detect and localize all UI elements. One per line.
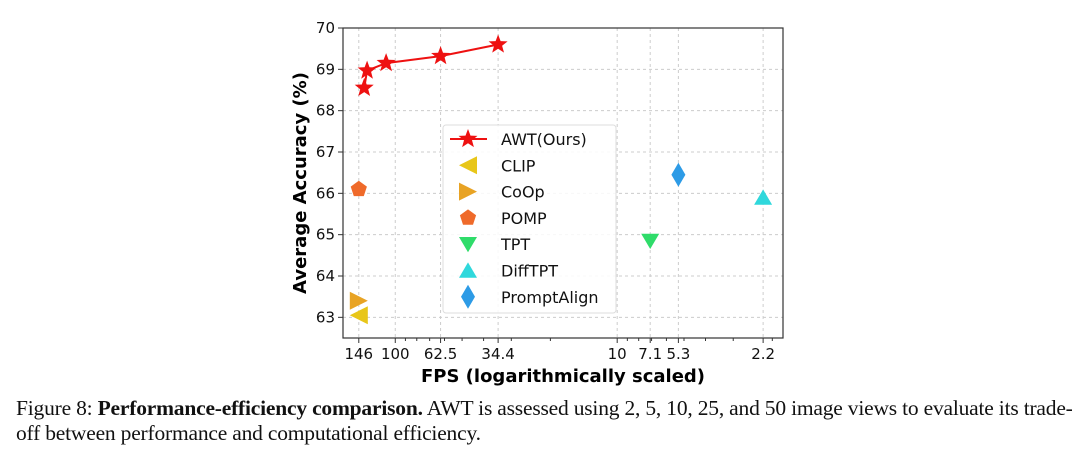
x-tick-label: 34.4 [481,345,514,363]
point-promptalign [671,162,686,187]
legend-marker-awt-ours [458,129,478,148]
legend-label-pomp: POMP [501,209,547,228]
caption-text: AWT is assessed using 2, 5, 10, 25, and … [16,396,1073,445]
y-tick-label: 63 [316,308,335,326]
point-tpt [641,233,660,249]
ticks: 146 100 62.5 34.4 10 7.1 5.3 2.2 63 64 65 66 67 68 69 7… [316,19,775,363]
x-tick-label: 100 [381,345,410,363]
point-awt-ours [376,53,396,72]
x-tick-label: 2.2 [751,345,775,363]
x-tick-label: 146 [344,345,373,363]
x-tick-label: 10 [608,345,627,363]
y-axis-label: Average Accuracy (%) [290,72,311,294]
legend-marker-promptalign [461,284,475,309]
legend-marker-difftpt [459,262,477,278]
legend-label-awt-ours: AWT(Ours) [501,130,587,149]
y-tick-label: 70 [316,19,335,37]
legend-label-tpt: TPT [500,235,530,254]
legend-marker-tpt [459,237,477,253]
legend-label-promptalign: PromptAlign [501,288,599,307]
caption-title: Performance-efficiency comparison. [97,396,423,420]
legend-marker-coop [459,182,477,201]
point-awt-ours [488,34,508,53]
legend-label-difftpt: DiffTPT [501,262,558,281]
point-clip [349,306,368,325]
plot-frame [342,27,784,339]
point-pomp [350,180,367,197]
x-axis-label: FPS (logarithmically scaled) [421,366,705,387]
x-tick-label: 5.3 [666,345,690,363]
legend-box [442,124,617,314]
x-tick-label: 7.1 [638,345,662,363]
caption-label: Figure 8: [16,396,93,420]
y-tick-label: 67 [316,143,335,161]
legend-marker-pomp [459,209,477,225]
legend-label-coop: CoOp [501,183,545,202]
y-tick-label: 65 [316,226,335,244]
y-tick-label: 64 [316,267,335,285]
y-tick-label: 66 [316,184,335,202]
data-marks [349,34,773,325]
point-difftpt [754,189,773,205]
point-coop [349,291,368,310]
legend: AWT(Ours) CLIP CoOp POMP TPT DiffTPT PromptAli… [442,124,617,314]
figure-caption: Figure 8: Performance-efficiency compari… [16,396,1076,446]
chart: 146 100 62.5 34.4 10 7.1 5.3 2.2 63 64 65 66 67 68 69 7… [290,19,784,387]
point-awt-ours [354,77,374,96]
legend-label-clip: CLIP [501,156,536,175]
point-awt-ours [431,46,451,65]
y-tick-label: 68 [316,102,335,120]
point-awt-ours [357,60,377,79]
y-tick-label: 69 [316,60,335,78]
x-tick-label: 62.5 [424,345,457,363]
legend-marker-clip [459,156,477,175]
